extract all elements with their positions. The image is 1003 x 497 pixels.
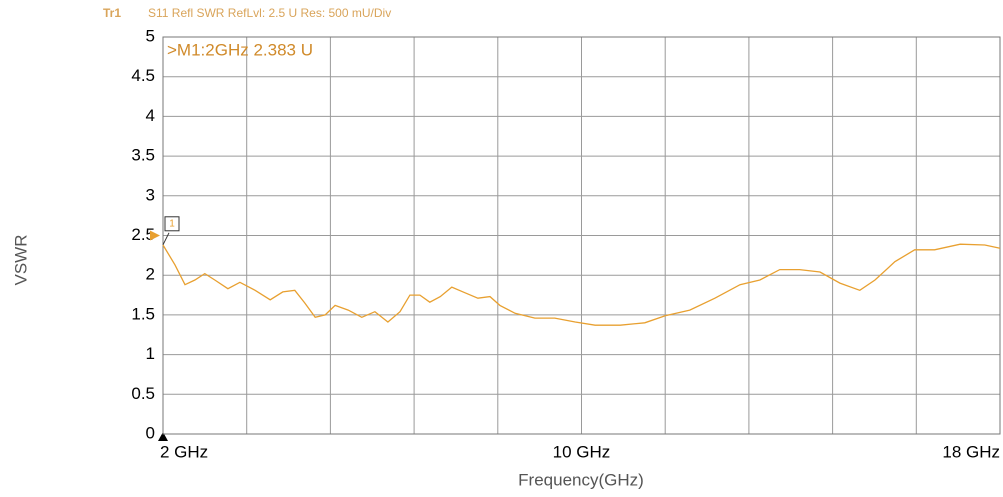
y-tick-label: 1.5 xyxy=(131,304,155,323)
y-tick-label: 0.5 xyxy=(131,384,155,403)
y-tick-label: 2.5 xyxy=(131,225,155,244)
trace-line xyxy=(162,243,1001,326)
y-tick-label: 3 xyxy=(146,185,155,204)
x-tick-label: 18 GHz xyxy=(942,442,1000,461)
y-tick-label: 4 xyxy=(146,106,155,125)
y-tick-label: 1 xyxy=(146,344,155,363)
plot-border xyxy=(162,36,1001,435)
y-tick-label: 0 xyxy=(146,423,155,442)
y-tick-label: 4.5 xyxy=(131,66,155,85)
header-text: S11 Refl SWR RefLvl: 2.5 U Res: 500 mU/D… xyxy=(148,6,391,20)
x-tick-label: 2 GHz xyxy=(160,442,208,461)
marker-pointer xyxy=(162,232,170,246)
y-tick-label: 3.5 xyxy=(131,146,155,165)
y-tick-label: 5 xyxy=(146,26,155,45)
marker-box xyxy=(164,216,180,232)
y-axis-label: VSWR xyxy=(11,235,30,286)
x-axis-label: Frequency(GHz) xyxy=(518,470,644,489)
y-tick-label: 2 xyxy=(146,265,155,284)
marker-readout: >M1:2GHz 2.383 U xyxy=(167,40,313,59)
x-tick-label: 10 GHz xyxy=(553,442,611,461)
ref-level-arrow xyxy=(150,230,160,241)
start-marker xyxy=(158,432,168,441)
marker-tag: 1 xyxy=(169,218,175,229)
trace-label: Tr1 xyxy=(103,6,121,20)
